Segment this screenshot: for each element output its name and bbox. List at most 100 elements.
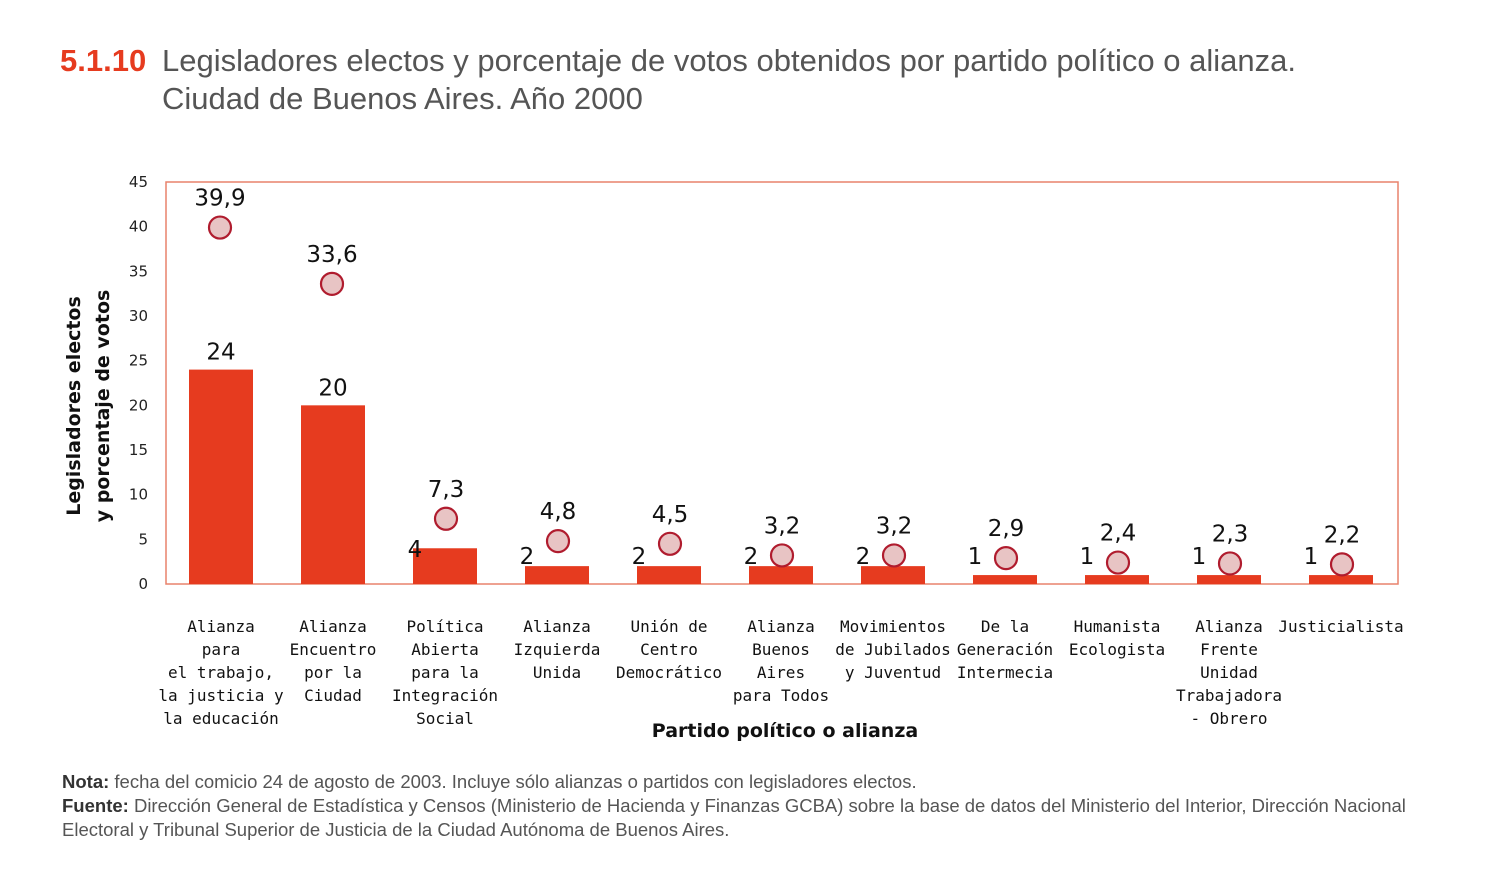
category-label-line: Alianza — [1195, 617, 1262, 636]
category-label-line: Alianza — [299, 617, 366, 636]
category-label-line: Trabajadora — [1176, 686, 1282, 705]
bar-value-label: 2 — [632, 544, 647, 570]
y-tick-label: 45 — [129, 173, 148, 191]
x-axis-title: Partido político o alianza — [652, 720, 918, 742]
category-label-line: Política — [406, 617, 483, 636]
category-label-line: Buenos — [752, 640, 810, 659]
fuente-text: Dirección General de Estadística y Censo… — [62, 795, 1406, 840]
category-label-line: Abierta — [411, 640, 478, 659]
category-label-line: De la — [981, 617, 1029, 636]
bar-value-label: 2 — [520, 544, 535, 570]
bar-value-label: 2 — [744, 544, 759, 570]
bar — [861, 566, 925, 584]
nota-line: Nota: fecha del comicio 24 de agosto de … — [62, 770, 1442, 794]
bar — [637, 566, 701, 584]
y-tick-label: 10 — [129, 486, 148, 504]
category-label-line: Alianza — [523, 617, 590, 636]
category-label-line: Aires — [757, 663, 805, 682]
bar — [189, 369, 253, 584]
section-number: 5.1.10 — [60, 43, 147, 78]
category-label-line: para Todos — [733, 686, 829, 705]
vote-marker — [881, 543, 907, 568]
bar-value-label: 4 — [408, 537, 423, 563]
y-axis-ticks: 0 5 10 15 20 25 30 35 40 45 — [129, 173, 148, 593]
title-line-1: 5.1.10 Legisladores electos y porcentaje… — [60, 42, 1460, 80]
category-label-line: Unión de — [630, 617, 707, 636]
y-tick-label: 5 — [138, 530, 148, 548]
category-label-line: Ciudad — [304, 686, 362, 705]
category-label-line: Alianza — [747, 617, 814, 636]
vote-value-label: 39,9 — [194, 186, 245, 212]
y-tick-label: 40 — [129, 218, 148, 236]
category-label-line: Izquierda — [514, 640, 601, 659]
y-tick-label: 0 — [138, 575, 148, 593]
category-label-line: Social — [416, 709, 474, 728]
category-label-line: por la — [304, 663, 362, 682]
bar — [525, 566, 589, 584]
category-label-line: Unida — [533, 663, 581, 682]
y-axis-title-line-1: Legisladores electos — [63, 296, 85, 516]
y-tick-label: 15 — [129, 441, 148, 459]
bar-series: 24 20 4 2 2 2 2 1 1 1 1 — [189, 340, 1373, 584]
vote-marker — [545, 529, 571, 554]
bar-value-label: 1 — [968, 544, 983, 570]
vote-marker — [1217, 551, 1243, 576]
chart-area: 0 5 10 15 20 25 30 35 40 45 24 20 4 2 2 2 2 1 1 1 1 39,9 33,… — [63, 173, 1404, 742]
fuente-line: Fuente: Dirección General de Estadística… — [62, 794, 1442, 842]
category-label-line: - Obrero — [1190, 709, 1267, 728]
category-label-line: la educación — [163, 709, 279, 728]
bar — [749, 566, 813, 584]
category-label-line: Movimientos — [840, 617, 946, 636]
vote-value-label: 4,5 — [652, 502, 689, 528]
category-label-line: para — [202, 640, 241, 659]
nota-text: fecha del comicio 24 de agosto de 2003. … — [109, 771, 917, 792]
nota-label: Nota: — [62, 771, 110, 792]
y-tick-label: 30 — [129, 307, 148, 325]
bar-value-label: 24 — [206, 340, 235, 366]
category-label-line: para la — [411, 663, 478, 682]
category-label-line: Ecologista — [1069, 640, 1165, 659]
category-label-line: Centro — [640, 640, 698, 659]
vote-marker — [433, 506, 459, 531]
bar-value-label: 1 — [1304, 544, 1319, 570]
y-axis-title-line-2: y porcentaje de votos — [92, 290, 114, 523]
bar — [1085, 575, 1149, 584]
title-line-2: Ciudad de Buenos Aires. Año 2000 — [162, 81, 643, 116]
category-label-line: Justicialista — [1278, 617, 1403, 636]
vote-marker — [319, 271, 345, 296]
vote-marker — [207, 215, 233, 240]
vote-marker — [993, 545, 1019, 571]
fuente-label: Fuente: — [62, 795, 129, 816]
vote-value-label: 2,9 — [988, 516, 1025, 542]
category-label-line: Integración — [392, 686, 498, 705]
bar — [301, 405, 365, 584]
bar-value-label: 1 — [1080, 544, 1095, 570]
bar-value-label: 2 — [856, 544, 871, 570]
chart-notes: Nota: fecha del comicio 24 de agosto de … — [62, 770, 1442, 842]
vote-value-label: 3,2 — [764, 513, 801, 539]
category-label-line: y Juventud — [845, 663, 941, 682]
bar — [413, 548, 477, 584]
title-text-1: Legisladores electos y porcentaje de vot… — [162, 43, 1296, 78]
category-label-line: de Jubilados — [835, 640, 951, 659]
marker-series: 39,9 33,6 7,3 4,8 4,5 3,2 3,2 2,9 2,4 2,3 2,2 — [194, 186, 1360, 577]
chart-title: 5.1.10 Legisladores electos y porcentaje… — [60, 42, 1460, 118]
x-axis-categories: Alianza para el trabajo, la justicia y la ed… — [158, 617, 1403, 728]
category-label-line: Intermecia — [957, 663, 1053, 682]
bar-value-label: 20 — [318, 375, 347, 401]
vote-value-label: 4,8 — [540, 499, 577, 525]
vote-marker — [769, 543, 795, 568]
category-label-line: la justicia y — [158, 686, 284, 705]
vote-marker — [1105, 550, 1131, 575]
y-tick-label: 35 — [129, 262, 148, 280]
vote-value-label: 33,6 — [306, 242, 357, 268]
vote-value-label: 3,2 — [876, 513, 913, 539]
vote-marker — [1329, 552, 1355, 577]
category-label-line: Alianza — [187, 617, 254, 636]
category-label-line: Encuentro — [290, 640, 377, 659]
bar-value-label: 1 — [1192, 544, 1207, 570]
category-label-line: Humanista — [1074, 617, 1161, 636]
category-label-line: Unidad — [1200, 663, 1258, 682]
vote-marker — [657, 531, 683, 556]
category-label-line: Frente — [1200, 640, 1258, 659]
